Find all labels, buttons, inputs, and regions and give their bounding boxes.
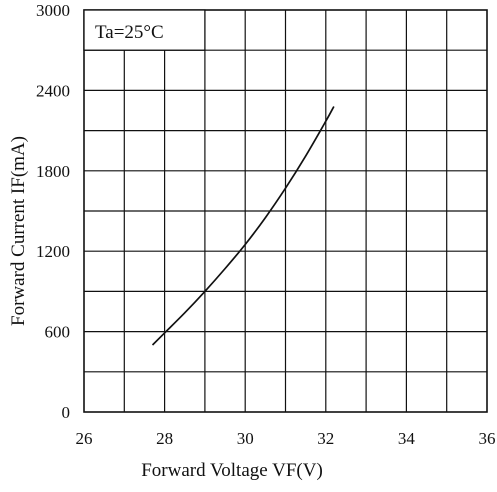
- annotation-box: [83, 9, 206, 51]
- x-tick-labels: 26 28 30 32 34 36: [76, 429, 496, 448]
- plot-frame: [83, 9, 488, 413]
- x-axis-label: Forward Voltage VF(V): [141, 460, 323, 481]
- plot-border: [83, 9, 488, 413]
- x-tick-label: 34: [398, 429, 416, 448]
- y-tick-label: 1200: [36, 242, 70, 261]
- y-tick-label: 2400: [36, 81, 70, 100]
- y-tick-label: 0: [62, 403, 71, 422]
- series-line: [151, 106, 335, 346]
- series-layer: [151, 106, 335, 346]
- temperature-annotation: Ta=25°C: [95, 22, 164, 43]
- x-tick-label: 30: [237, 429, 254, 448]
- grid: [84, 10, 487, 412]
- x-tick-label: 26: [76, 429, 93, 448]
- y-tick-label: 600: [45, 323, 71, 342]
- x-tick-label: 28: [156, 429, 173, 448]
- x-tick-label: 36: [479, 429, 496, 448]
- x-tick-label: 32: [317, 429, 334, 448]
- y-axis-label: Forward Current IF(mA): [8, 136, 29, 326]
- y-tick-label: 1800: [36, 162, 70, 181]
- y-tick-label: 3000: [36, 1, 70, 20]
- annotation-layer: Ta=25°C: [83, 9, 206, 51]
- y-tick-labels: 0 600 1200 1800 2400 3000: [36, 1, 70, 422]
